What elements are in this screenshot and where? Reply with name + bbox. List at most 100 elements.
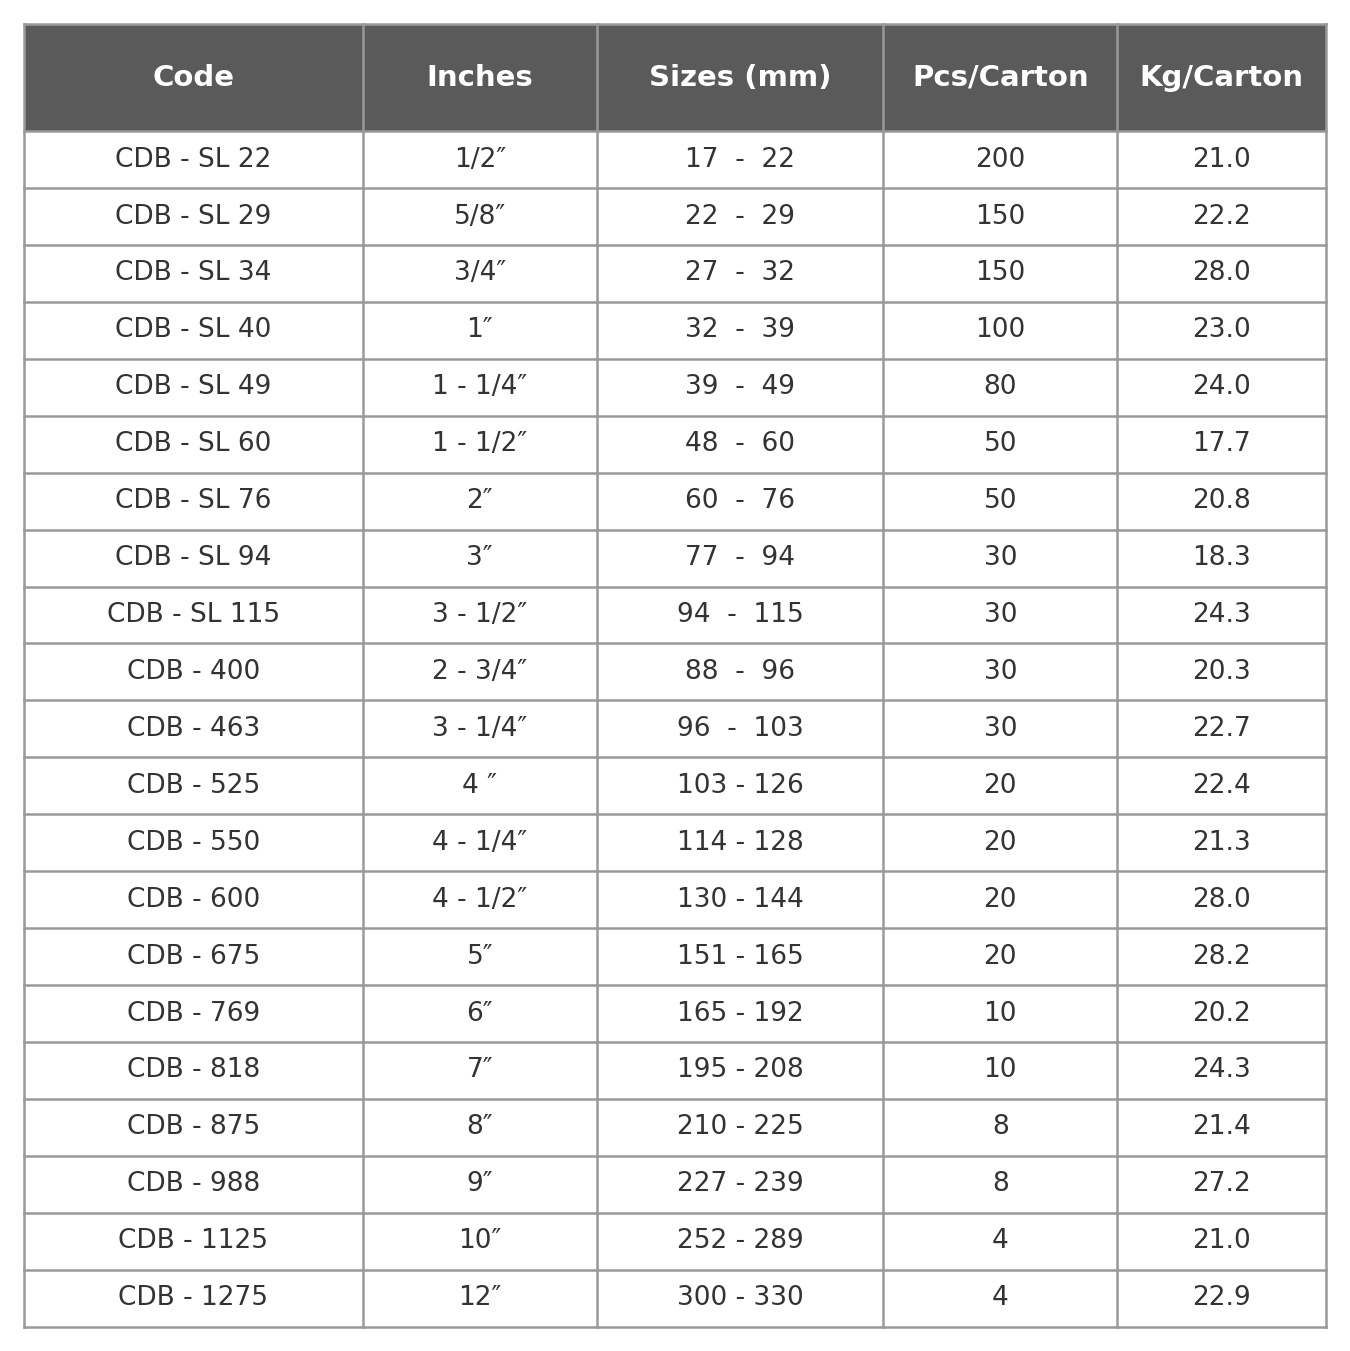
Text: 30: 30 [984,659,1017,685]
Text: Inches: Inches [427,63,533,92]
Text: 22.7: 22.7 [1192,716,1251,742]
Text: 3/4″: 3/4″ [454,261,506,286]
Text: CDB - SL 76: CDB - SL 76 [115,488,271,515]
Text: 8″: 8″ [467,1115,493,1140]
Text: 50: 50 [984,431,1017,457]
Text: CDB - 1275: CDB - 1275 [119,1285,269,1312]
Text: 210 - 225: 210 - 225 [676,1115,803,1140]
Text: 5/8″: 5/8″ [454,204,506,230]
Text: 96  -  103: 96 - 103 [676,716,803,742]
Text: 200: 200 [975,146,1026,173]
Text: CDB - SL 29: CDB - SL 29 [115,204,271,230]
Text: 151 - 165: 151 - 165 [676,943,803,970]
Text: 27.2: 27.2 [1192,1171,1251,1197]
Text: 30: 30 [984,544,1017,571]
Text: 20: 20 [984,773,1017,798]
Text: 300 - 330: 300 - 330 [676,1285,803,1312]
Text: CDB - 875: CDB - 875 [127,1115,261,1140]
Text: 9″: 9″ [467,1171,493,1197]
Text: 80: 80 [984,374,1017,400]
Text: 2 - 3/4″: 2 - 3/4″ [432,659,528,685]
Text: CDB - SL 49: CDB - SL 49 [115,374,271,400]
Text: CDB - SL 34: CDB - SL 34 [115,261,271,286]
Text: 100: 100 [975,317,1026,343]
Text: 7″: 7″ [467,1058,493,1084]
Text: CDB - SL 40: CDB - SL 40 [115,317,271,343]
Text: 2″: 2″ [467,488,493,515]
Text: 20.3: 20.3 [1192,659,1251,685]
Text: 227 - 239: 227 - 239 [676,1171,803,1197]
Text: CDB - 463: CDB - 463 [127,716,261,742]
Text: 1 - 1/2″: 1 - 1/2″ [432,431,528,457]
Text: 32  -  39: 32 - 39 [684,317,795,343]
Text: 10″: 10″ [458,1228,501,1254]
Text: 8: 8 [992,1115,1008,1140]
Text: Kg/Carton: Kg/Carton [1139,63,1304,92]
Text: 39  -  49: 39 - 49 [684,374,795,400]
Text: CDB - 769: CDB - 769 [127,1001,261,1027]
Text: 94  -  115: 94 - 115 [676,603,803,628]
Text: 1 - 1/4″: 1 - 1/4″ [432,374,528,400]
Text: 77  -  94: 77 - 94 [684,544,795,571]
Text: 50: 50 [984,488,1017,515]
Text: 20: 20 [984,943,1017,970]
Text: 252 - 289: 252 - 289 [676,1228,803,1254]
Text: 48  -  60: 48 - 60 [684,431,795,457]
Text: 10: 10 [984,1058,1017,1084]
Text: 165 - 192: 165 - 192 [676,1001,803,1027]
Text: 17.7: 17.7 [1192,431,1251,457]
Text: 24.0: 24.0 [1192,374,1251,400]
Text: 24.3: 24.3 [1192,1058,1251,1084]
Text: 22.9: 22.9 [1192,1285,1251,1312]
Text: CDB - 600: CDB - 600 [127,886,261,913]
Text: 20: 20 [984,886,1017,913]
Text: CDB - 400: CDB - 400 [127,659,261,685]
Text: 20.8: 20.8 [1192,488,1251,515]
Text: CDB - 525: CDB - 525 [127,773,261,798]
Text: 21.3: 21.3 [1192,830,1251,855]
Text: 20: 20 [984,830,1017,855]
Text: 114 - 128: 114 - 128 [676,830,803,855]
Text: 17  -  22: 17 - 22 [684,146,795,173]
Text: 4 - 1/4″: 4 - 1/4″ [432,830,528,855]
Text: 20.2: 20.2 [1192,1001,1251,1027]
Text: 6″: 6″ [467,1001,493,1027]
Text: Pcs/Carton: Pcs/Carton [913,63,1088,92]
Text: 18.3: 18.3 [1192,544,1251,571]
Text: 4 ″: 4 ″ [462,773,497,798]
Text: Code: Code [153,63,235,92]
Text: 24.3: 24.3 [1192,603,1251,628]
Text: 88  -  96: 88 - 96 [684,659,795,685]
Text: 4 - 1/2″: 4 - 1/2″ [432,886,528,913]
Text: 8: 8 [992,1171,1008,1197]
Text: CDB - SL 115: CDB - SL 115 [107,603,279,628]
Text: 1″: 1″ [467,317,493,343]
Text: 21.4: 21.4 [1192,1115,1251,1140]
Text: CDB - 675: CDB - 675 [127,943,261,970]
Text: 30: 30 [984,603,1017,628]
Text: 4: 4 [992,1285,1008,1312]
Text: 130 - 144: 130 - 144 [676,886,803,913]
Text: 12″: 12″ [458,1285,501,1312]
Text: 21.0: 21.0 [1192,146,1251,173]
Text: 3″: 3″ [467,544,493,571]
Text: 60  -  76: 60 - 76 [684,488,795,515]
Text: 28.0: 28.0 [1192,261,1251,286]
Text: 4: 4 [992,1228,1008,1254]
Text: Sizes (mm): Sizes (mm) [649,63,832,92]
Text: 1/2″: 1/2″ [454,146,506,173]
Text: 150: 150 [975,204,1026,230]
Text: 22.4: 22.4 [1192,773,1251,798]
Text: 22.2: 22.2 [1192,204,1251,230]
Text: 103 - 126: 103 - 126 [676,773,803,798]
Text: 30: 30 [984,716,1017,742]
Text: CDB - 988: CDB - 988 [127,1171,261,1197]
Text: 21.0: 21.0 [1192,1228,1251,1254]
Text: 23.0: 23.0 [1192,317,1251,343]
Text: 10: 10 [984,1001,1017,1027]
Text: 3 - 1/2″: 3 - 1/2″ [432,603,528,628]
Bar [24,24,1326,131]
Text: CDB - 550: CDB - 550 [127,830,261,855]
Text: 3 - 1/4″: 3 - 1/4″ [432,716,528,742]
Text: CDB - SL 60: CDB - SL 60 [115,431,271,457]
